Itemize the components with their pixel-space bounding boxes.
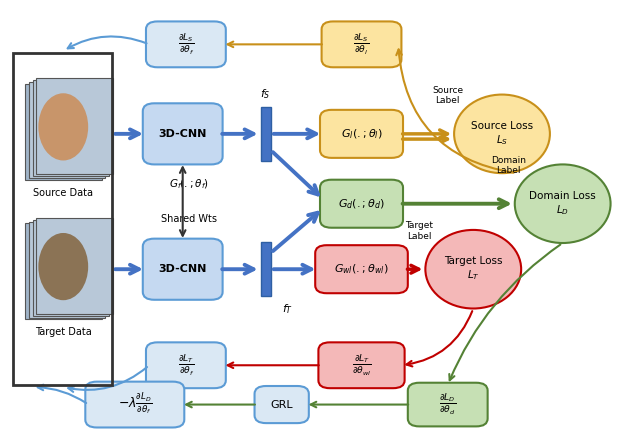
Text: Shared Wts: Shared Wts xyxy=(161,214,217,224)
Text: $\frac{\partial L_S}{\partial \theta_f}$: $\frac{\partial L_S}{\partial \theta_f}$ xyxy=(178,32,194,57)
Text: Source Loss
$L_S$: Source Loss $L_S$ xyxy=(471,121,533,147)
Text: $f_T$: $f_T$ xyxy=(282,302,293,315)
Ellipse shape xyxy=(515,164,611,243)
FancyBboxPatch shape xyxy=(25,84,102,180)
FancyBboxPatch shape xyxy=(260,106,271,161)
Text: Target
Label: Target Label xyxy=(405,222,433,241)
Text: Source Data: Source Data xyxy=(33,187,93,198)
FancyBboxPatch shape xyxy=(143,239,223,300)
FancyBboxPatch shape xyxy=(143,103,223,164)
Text: Domain
Label: Domain Label xyxy=(491,156,526,175)
Text: $G_{wl}(.;\theta_{wl})$: $G_{wl}(.;\theta_{wl})$ xyxy=(334,262,388,276)
FancyBboxPatch shape xyxy=(320,180,403,228)
Text: Domain Loss
$L_D$: Domain Loss $L_D$ xyxy=(529,191,596,217)
Text: Source
Label: Source Label xyxy=(432,86,463,106)
Text: Target Loss
$L_T$: Target Loss $L_T$ xyxy=(444,256,502,282)
FancyBboxPatch shape xyxy=(408,383,488,426)
FancyBboxPatch shape xyxy=(146,21,226,67)
FancyBboxPatch shape xyxy=(319,343,404,388)
FancyBboxPatch shape xyxy=(36,78,113,174)
Text: $G_f(.;\theta_f)$: $G_f(.;\theta_f)$ xyxy=(169,177,209,191)
FancyBboxPatch shape xyxy=(29,222,106,318)
Text: GRL: GRL xyxy=(270,399,293,410)
Text: 3D-CNN: 3D-CNN xyxy=(159,129,207,139)
Text: $-\lambda\frac{\partial L_D}{\partial \theta_f}$: $-\lambda\frac{\partial L_D}{\partial \t… xyxy=(118,392,152,417)
Ellipse shape xyxy=(38,93,88,160)
FancyBboxPatch shape xyxy=(29,82,106,178)
FancyBboxPatch shape xyxy=(33,220,109,316)
FancyBboxPatch shape xyxy=(85,381,184,427)
Text: $G_l(.;\theta_l)$: $G_l(.;\theta_l)$ xyxy=(340,127,382,141)
Text: $\frac{\partial L_D}{\partial \theta_d}$: $\frac{\partial L_D}{\partial \theta_d}$ xyxy=(439,392,456,417)
FancyBboxPatch shape xyxy=(316,245,408,293)
Text: $\frac{\partial L_T}{\partial \theta_f}$: $\frac{\partial L_T}{\partial \theta_f}$ xyxy=(178,353,194,378)
Text: Target Data: Target Data xyxy=(35,327,92,337)
FancyBboxPatch shape xyxy=(36,218,113,314)
Text: $G_d(.;\theta_d)$: $G_d(.;\theta_d)$ xyxy=(338,197,385,211)
FancyBboxPatch shape xyxy=(255,386,309,423)
FancyBboxPatch shape xyxy=(260,242,271,297)
Text: $\frac{\partial L_S}{\partial \theta_l}$: $\frac{\partial L_S}{\partial \theta_l}$ xyxy=(353,32,370,57)
Text: 3D-CNN: 3D-CNN xyxy=(159,264,207,274)
FancyBboxPatch shape xyxy=(33,80,109,176)
Text: $f_S$: $f_S$ xyxy=(260,88,271,101)
FancyBboxPatch shape xyxy=(320,110,403,158)
Text: $\frac{\partial L_T}{\partial \theta_{wl}}$: $\frac{\partial L_T}{\partial \theta_{wl… xyxy=(351,353,371,378)
FancyBboxPatch shape xyxy=(321,21,401,67)
Ellipse shape xyxy=(454,95,550,173)
FancyBboxPatch shape xyxy=(146,343,226,388)
FancyBboxPatch shape xyxy=(25,223,102,319)
Ellipse shape xyxy=(426,230,521,308)
Ellipse shape xyxy=(38,233,88,300)
